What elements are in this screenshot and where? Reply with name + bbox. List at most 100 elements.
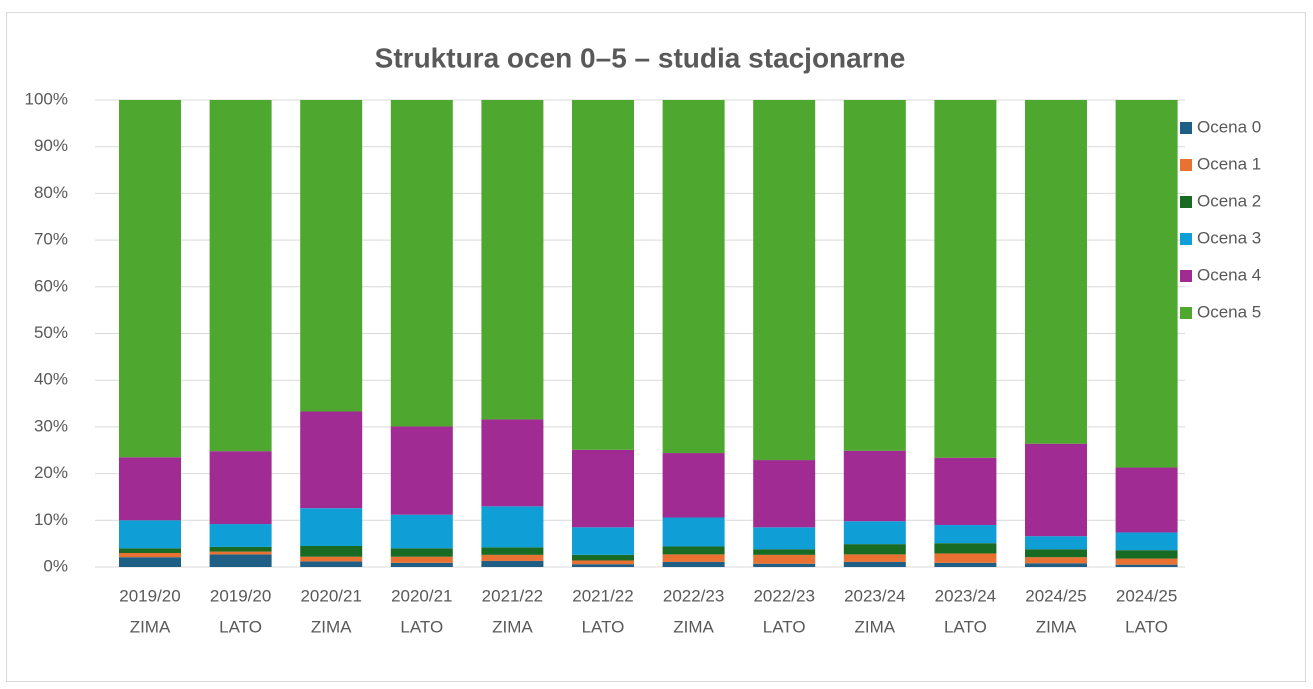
bar-segment — [1115, 564, 1178, 567]
bar-segment — [753, 460, 816, 528]
x-tick-label: 2020/21 — [300, 586, 361, 605]
bar-segment — [209, 524, 272, 547]
bar-segment — [753, 554, 816, 564]
x-tick-label: ZIMA — [673, 617, 714, 636]
bar-segment — [1025, 557, 1087, 564]
bar-segment — [481, 560, 544, 567]
bar-segment — [119, 457, 181, 521]
bar-segment — [209, 546, 272, 552]
bar-segment — [300, 100, 363, 412]
legend-label: Ocena 3 — [1197, 228, 1261, 247]
bar-segment — [934, 524, 997, 544]
legend-label: Ocena 5 — [1197, 302, 1261, 321]
bar-segment — [481, 100, 544, 420]
x-tick-label: 2019/20 — [119, 586, 180, 605]
y-tick-label: 50% — [34, 323, 68, 342]
bar-segment — [934, 100, 997, 458]
bar-segment — [481, 547, 544, 555]
bar-segment — [390, 562, 453, 567]
bar-segment — [119, 548, 181, 553]
chart-title: Struktura ocen 0–5 – studia stacjonarne — [375, 42, 906, 73]
bar-segment — [662, 554, 725, 562]
legend-swatch — [1180, 307, 1192, 319]
bar-segment — [662, 100, 725, 454]
bar-segment — [209, 551, 272, 555]
legend-label: Ocena 2 — [1197, 191, 1261, 210]
x-tick-label: ZIMA — [492, 617, 533, 636]
y-tick-label: 30% — [34, 416, 68, 435]
bar-segment — [481, 506, 544, 548]
x-tick-label: 2023/24 — [844, 586, 905, 605]
bar-segment — [119, 557, 181, 567]
bar-segment — [572, 100, 634, 450]
bar-segment — [209, 554, 272, 567]
x-tick-label: 2021/22 — [572, 586, 633, 605]
x-tick-label: LATO — [582, 617, 625, 636]
bar-segment — [843, 100, 906, 451]
bar-segment — [300, 411, 363, 509]
bar-segment — [1115, 550, 1178, 559]
x-tick-label: 2024/25 — [1116, 586, 1177, 605]
bar-segment — [572, 449, 634, 528]
x-tick-label: 2019/20 — [210, 586, 271, 605]
bar-segment — [390, 556, 453, 563]
legend-swatch — [1180, 233, 1192, 245]
bar-segment — [481, 554, 544, 561]
bar-segment — [572, 564, 634, 567]
bar-segment — [753, 549, 816, 555]
bar-segment — [390, 548, 453, 557]
bar-segment — [1115, 532, 1178, 551]
bar-segment — [934, 562, 997, 567]
bar-segment — [390, 426, 453, 515]
y-tick-label: 0% — [43, 556, 68, 575]
x-tick-label: 2024/25 — [1025, 586, 1086, 605]
bar-segment — [300, 561, 363, 567]
y-tick-label: 90% — [34, 136, 68, 155]
bar-segment — [119, 552, 181, 558]
y-tick-label: 70% — [34, 230, 68, 249]
bar-segment — [753, 527, 816, 550]
bar-segment — [572, 560, 634, 565]
x-tick-label: ZIMA — [311, 617, 352, 636]
y-tick-label: 40% — [34, 370, 68, 389]
x-tick-label: LATO — [763, 617, 806, 636]
bar-segment — [934, 553, 997, 563]
legend-swatch — [1180, 196, 1192, 208]
bar-segment — [300, 508, 363, 546]
x-tick-label: LATO — [219, 617, 262, 636]
bar-segment — [1025, 549, 1087, 558]
bar-segment — [843, 450, 906, 522]
bar-segment — [843, 544, 906, 555]
bar-segment — [209, 451, 272, 525]
bar-segment — [662, 453, 725, 518]
bar-segment — [119, 100, 181, 458]
x-tick-label: ZIMA — [130, 617, 171, 636]
legend-label: Ocena 4 — [1197, 265, 1261, 284]
bar-segment — [300, 556, 363, 562]
bar-segment — [209, 100, 272, 452]
y-tick-label: 10% — [34, 510, 68, 529]
x-tick-label: LATO — [400, 617, 443, 636]
bar-segment — [843, 561, 906, 567]
legend-swatch — [1180, 270, 1192, 282]
bar-segment — [662, 561, 725, 567]
x-tick-label: 2022/23 — [663, 586, 724, 605]
legend-swatch — [1180, 159, 1192, 171]
x-tick-label: 2022/23 — [753, 586, 814, 605]
bar-segment — [1115, 558, 1178, 565]
bar-segment — [934, 457, 997, 525]
x-tick-label: ZIMA — [1036, 617, 1077, 636]
bar-segment — [1025, 563, 1087, 567]
bar-segment — [1115, 100, 1178, 468]
legend-label: Ocena 1 — [1197, 154, 1261, 173]
bar-segment — [119, 520, 181, 549]
bar-segment — [662, 546, 725, 555]
x-tick-label: LATO — [1125, 617, 1168, 636]
bar-segment — [934, 543, 997, 554]
bar-segment — [753, 563, 816, 567]
bar-segment — [1025, 536, 1087, 550]
bar-segment — [662, 517, 725, 547]
bar-segment — [1025, 100, 1087, 444]
x-tick-label: ZIMA — [854, 617, 895, 636]
